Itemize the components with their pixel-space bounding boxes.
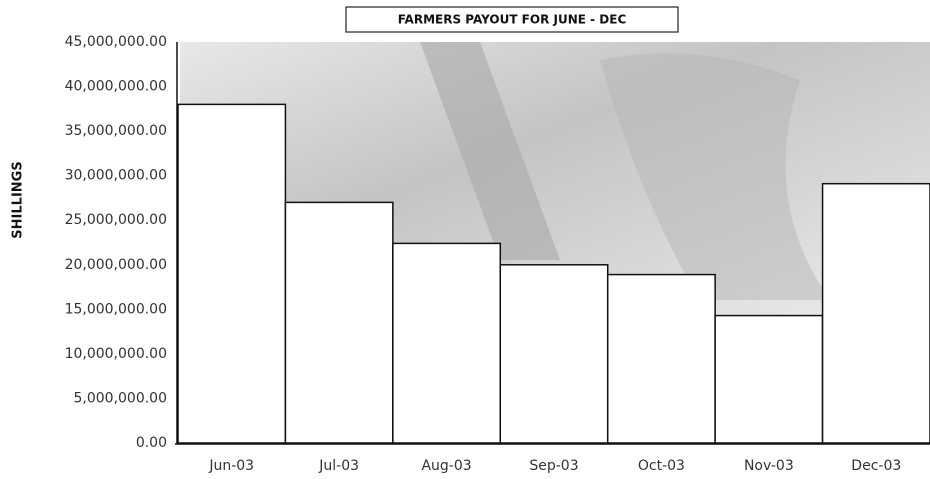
y-tick-label: 25,000,000.00 — [65, 212, 167, 228]
bar — [823, 184, 930, 443]
y-tick-label: 0.00 — [136, 435, 167, 451]
bar — [715, 316, 822, 443]
x-tick-label: Oct-03 — [638, 458, 685, 474]
chart: FARMERS PAYOUT FOR JUNE - DEC SHILLINGS … — [0, 0, 930, 479]
x-tick-label: Dec-03 — [851, 458, 901, 474]
x-tick-label: Aug-03 — [421, 458, 471, 474]
y-tick-label: 40,000,000.00 — [65, 79, 167, 95]
bar — [500, 265, 607, 443]
bar — [608, 275, 715, 443]
y-tick-label: 45,000,000.00 — [65, 34, 167, 50]
y-tick-label: 30,000,000.00 — [65, 168, 167, 184]
y-tick-label: 5,000,000.00 — [73, 390, 167, 406]
y-axis-label: SHILLINGS — [11, 161, 26, 238]
y-tick-label: 10,000,000.00 — [65, 346, 167, 362]
x-tick-label: Nov-03 — [744, 458, 794, 474]
bar — [393, 243, 500, 443]
bar — [178, 104, 285, 443]
y-tick-label: 15,000,000.00 — [65, 301, 167, 317]
x-tick-label: Jun-03 — [208, 458, 254, 474]
x-tick-label: Sep-03 — [529, 458, 578, 474]
y-tick-label: 20,000,000.00 — [65, 257, 167, 273]
bar — [285, 202, 392, 443]
x-tick-label: Jul-03 — [318, 458, 359, 474]
chart-title: FARMERS PAYOUT FOR JUNE - DEC — [398, 13, 627, 27]
y-tick-label: 35,000,000.00 — [65, 123, 167, 139]
